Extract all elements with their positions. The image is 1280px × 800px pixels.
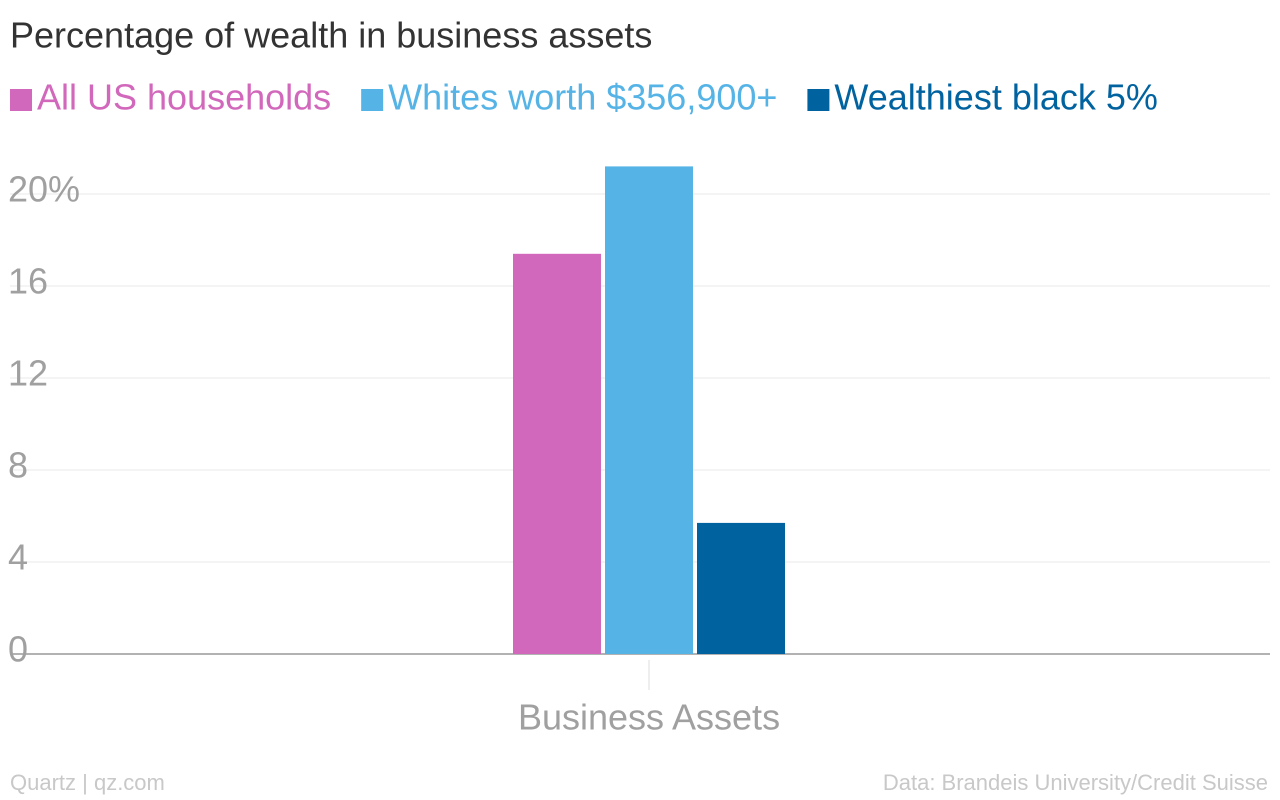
bar <box>513 253 601 655</box>
legend-label: Whites worth $356,900+ <box>388 77 777 118</box>
x-tick-label: Business Assets <box>518 697 780 738</box>
y-tick-label: 8 <box>8 445 28 486</box>
credit: Quartz | qz.com <box>10 770 165 795</box>
legend-label: All US households <box>37 77 331 118</box>
source: Data: Brandeis University/Credit Suisse <box>883 770 1268 795</box>
legend-swatch <box>807 89 830 111</box>
y-tick-label: 0 <box>8 629 28 670</box>
legend-swatch <box>361 89 384 111</box>
y-tick-label: 16 <box>8 261 48 302</box>
chart-title: Percentage of wealth in business assets <box>10 15 652 56</box>
y-tick-label: 20% <box>8 169 80 210</box>
bar <box>605 166 693 654</box>
legend-label: Wealthiest black 5% <box>834 77 1158 118</box>
legend-swatch <box>10 89 32 111</box>
bar <box>697 522 785 654</box>
y-tick-label: 4 <box>8 537 28 578</box>
y-tick-label: 12 <box>8 353 48 394</box>
